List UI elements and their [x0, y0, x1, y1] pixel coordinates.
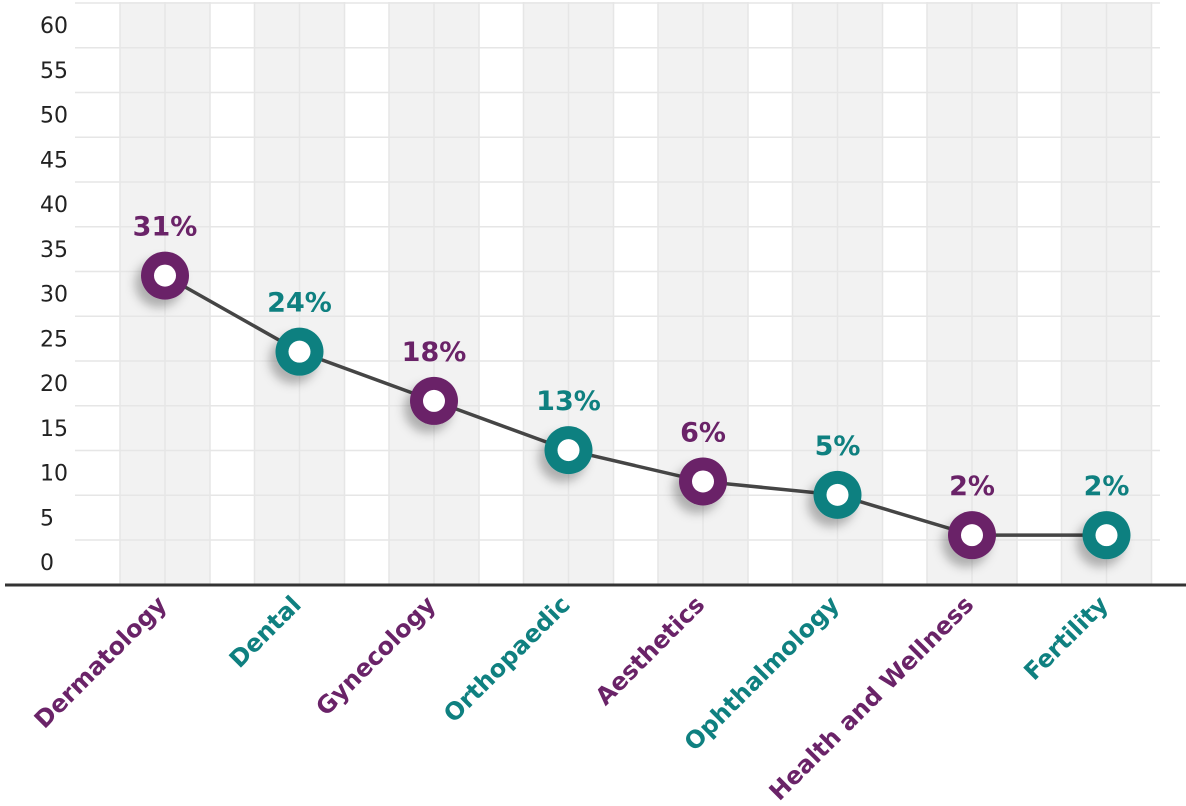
data-point-7-center	[961, 524, 983, 547]
value-label-4: 13%	[536, 386, 601, 417]
y-tick-label-10: 10	[40, 462, 68, 487]
data-point-2-center	[288, 340, 311, 363]
category-label-5: Aesthetics	[590, 590, 710, 710]
value-label-3: 18%	[402, 337, 467, 368]
y-tick-label-35: 35	[40, 238, 68, 263]
value-label-2: 24%	[267, 288, 332, 319]
category-label-4: Orthopaedic	[438, 590, 576, 728]
data-point-8-center	[1095, 524, 1118, 547]
data-point-3-center	[423, 389, 445, 412]
data-point-6-center	[826, 483, 849, 506]
y-tick-label-5: 5	[40, 506, 54, 531]
value-label-6: 5%	[815, 431, 861, 462]
value-label-8: 2%	[1084, 471, 1130, 502]
y-tick-label-15: 15	[40, 417, 68, 442]
value-label-7: 2%	[949, 471, 995, 502]
y-tick-label-45: 45	[40, 148, 68, 173]
y-tick-label-0: 0	[40, 551, 54, 576]
data-point-4-center	[557, 439, 580, 462]
category-label-3: Gynecology	[310, 590, 441, 721]
value-label-1: 31%	[133, 212, 198, 243]
value-label-5: 6%	[680, 417, 726, 448]
y-tick-label-25: 25	[40, 327, 68, 352]
category-label-8: Fertility	[1018, 590, 1114, 686]
category-label-1: Dermatology	[29, 590, 173, 734]
data-point-5-center	[692, 470, 714, 493]
y-tick-label-50: 50	[40, 104, 68, 129]
category-label-2: Dental	[224, 590, 307, 673]
data-point-1-center	[154, 264, 176, 287]
y-tick-label-30: 30	[40, 283, 68, 308]
y-tick-label-40: 40	[40, 193, 68, 218]
y-tick-label-60: 60	[40, 14, 68, 39]
y-tick-label-20: 20	[40, 372, 68, 397]
y-tick-label-55: 55	[40, 59, 68, 84]
